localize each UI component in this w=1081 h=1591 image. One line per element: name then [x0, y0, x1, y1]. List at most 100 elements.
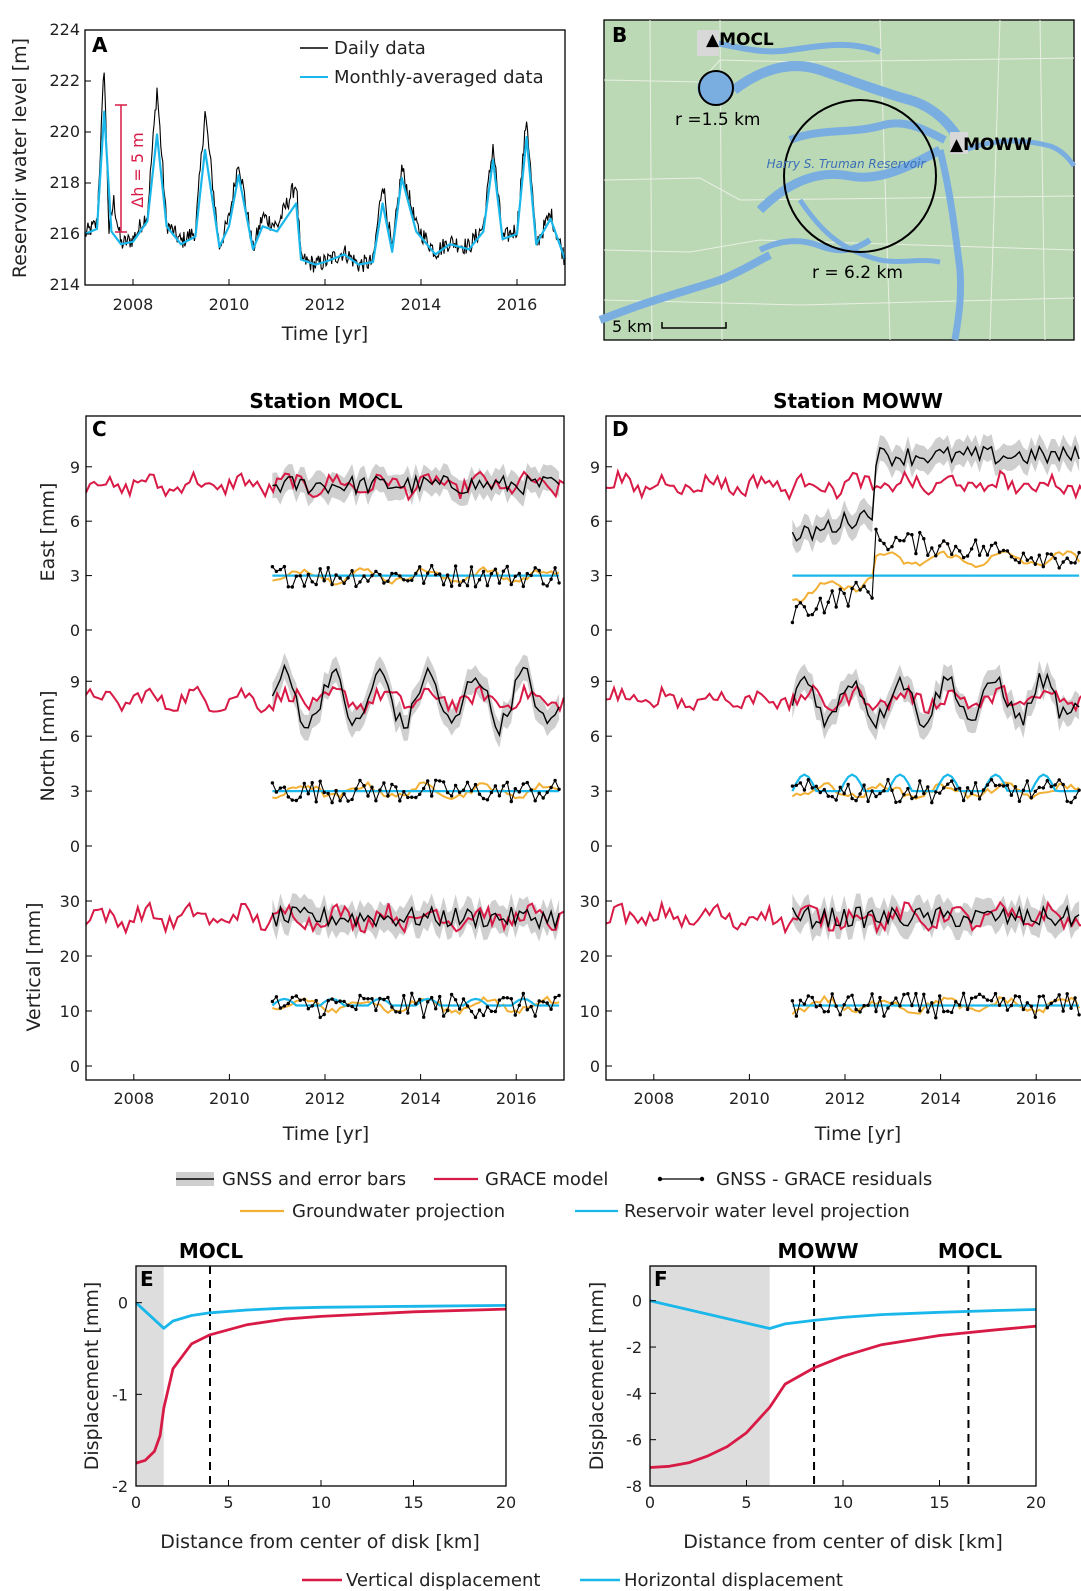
- residual-point: [981, 788, 986, 792]
- panel-a-xlabel: Time [yr]: [281, 323, 368, 345]
- residual-point: [1017, 560, 1022, 565]
- residual-point: [973, 995, 978, 999]
- ytick-label: 6: [70, 512, 80, 531]
- residual-point: [1073, 795, 1077, 800]
- residual-point: [938, 791, 942, 795]
- residual-point: [794, 604, 799, 609]
- legend-daily: Daily data: [334, 38, 426, 59]
- residual-point: [842, 1003, 846, 1007]
- residual-point: [445, 1008, 450, 1013]
- residual-point: [342, 792, 346, 796]
- residual-point: [402, 993, 406, 998]
- residual-point: [870, 992, 874, 996]
- residual-point: [453, 783, 458, 788]
- residual-point: [842, 791, 846, 796]
- residual-point: [322, 579, 326, 583]
- residual-point: [854, 798, 858, 803]
- residual-point: [330, 800, 334, 805]
- residual-point: [366, 794, 370, 798]
- residual-point: [914, 551, 918, 556]
- residual-point: [1061, 1009, 1065, 1013]
- residual-point: [374, 569, 378, 574]
- ytick-label: 6: [590, 727, 600, 746]
- residual-point: [545, 584, 549, 588]
- disk-shading: [650, 1266, 770, 1486]
- residual-point: [890, 1001, 894, 1005]
- residual-point: [406, 579, 410, 583]
- residual-point: [461, 997, 466, 1001]
- panel-a-xtick: 2012: [305, 295, 346, 314]
- series-daily-data: [84, 72, 566, 273]
- residual-point: [1005, 549, 1010, 553]
- residual-point: [434, 573, 438, 577]
- ytick-label: 0: [632, 1292, 642, 1311]
- residual-point: [302, 997, 306, 1002]
- residual-point: [890, 544, 894, 549]
- residual-point: [310, 1004, 314, 1008]
- residual-point: [858, 1010, 862, 1014]
- residual-point: [286, 1001, 290, 1006]
- residual-point: [330, 582, 334, 587]
- residual-point: [914, 991, 918, 996]
- residual-point: [1009, 555, 1014, 559]
- xtick-label: 5: [741, 1493, 751, 1512]
- residual-point: [874, 794, 878, 799]
- residual-point: [846, 604, 850, 608]
- residual-point: [513, 787, 517, 791]
- residual-point: [942, 786, 946, 790]
- residual-point: [370, 997, 374, 1001]
- residual-point: [870, 596, 874, 600]
- residual-point: [457, 1007, 462, 1011]
- residual-point: [1029, 1004, 1034, 1008]
- residual-point: [950, 1010, 954, 1015]
- residual-point: [989, 778, 994, 782]
- residual-point: [1077, 1013, 1081, 1017]
- residual-point: [810, 612, 814, 617]
- residual-point: [981, 544, 986, 549]
- residual-point: [374, 799, 378, 803]
- residual-point: [489, 572, 494, 576]
- xtick-label: 2014: [920, 1089, 961, 1108]
- ytick-label: 0: [70, 621, 80, 640]
- panel-a-ytick: 222: [49, 71, 80, 90]
- town-mocl: [697, 30, 719, 56]
- legend-vertical-displacement: Vertical displacement: [346, 1570, 540, 1591]
- residual-point: [386, 579, 390, 583]
- residual-point: [802, 788, 807, 792]
- residual-point: [934, 554, 938, 558]
- residual-point: [906, 532, 910, 536]
- residual-point: [946, 1009, 950, 1013]
- xtick-label: 0: [645, 1493, 655, 1512]
- xtick-label: 2008: [633, 1089, 674, 1108]
- vertical-ylabel: Vertical [mm]: [23, 902, 45, 1031]
- residual-point: [1005, 1008, 1010, 1012]
- residual-point: [1069, 800, 1073, 805]
- residual-point: [1045, 1006, 1050, 1010]
- residual-point: [497, 794, 502, 798]
- residual-point: [1029, 796, 1034, 800]
- town-moww: [950, 132, 968, 154]
- residual-point: [1065, 799, 1069, 803]
- residual-point: [434, 778, 438, 782]
- residual-point: [922, 992, 926, 996]
- residual-point: [926, 1010, 930, 1014]
- series-groundwater-projection: [272, 780, 560, 801]
- north-ylabel: North [mm]: [37, 690, 59, 801]
- series-vertical-displacement: [135, 1307, 507, 1465]
- residual-point: [489, 790, 494, 795]
- radius-label-moww: r = 6.2 km: [812, 263, 903, 283]
- residual-point: [306, 572, 310, 577]
- residual-point: [878, 791, 882, 796]
- residual-point: [958, 786, 962, 790]
- residual-point: [394, 571, 398, 576]
- xtick-label: 2014: [400, 1089, 441, 1108]
- residual-point: [525, 571, 529, 576]
- residual-point: [298, 795, 302, 799]
- residual-point: [374, 1008, 378, 1013]
- residual-point: [874, 1009, 878, 1014]
- residual-point: [1049, 784, 1053, 789]
- ytick-label: 20: [60, 947, 80, 966]
- residual-point: [818, 1003, 822, 1008]
- residual-point: [422, 581, 426, 585]
- residual-point: [513, 574, 517, 578]
